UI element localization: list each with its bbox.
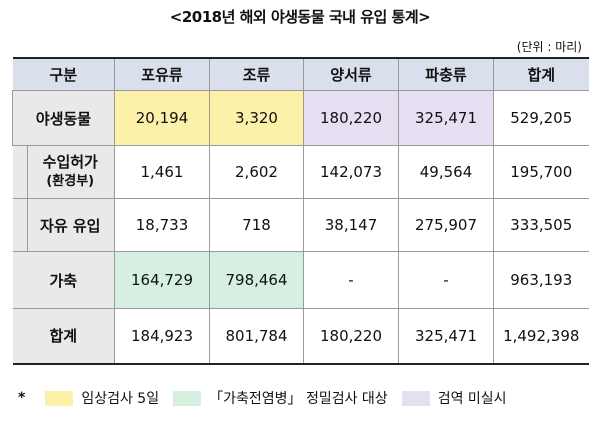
table-row-total: 합계 184,923 801,784 180,220 325,471 1,492… xyxy=(12,308,589,364)
unit-label: (단위 : 마리) xyxy=(516,40,582,54)
cell-free-birds: 718 xyxy=(209,198,304,252)
row-label-wildlife: 야생동물 xyxy=(12,90,115,146)
row-label-import: 수입허가 xyxy=(42,153,98,171)
cell-import-reptiles: 49,564 xyxy=(398,145,494,199)
header-reptiles: 파충류 xyxy=(398,57,494,91)
cell-livestock-birds: 798,464 xyxy=(209,251,304,309)
row-label-free: 자유 유입 xyxy=(40,216,101,235)
row-label-import-cell: 수입허가 (환경부) xyxy=(12,145,115,199)
cell-total-grand: 1,492,398 xyxy=(493,308,589,364)
header-row: 구분 포유류 조류 양서류 파충류 합계 xyxy=(12,57,589,91)
cell-import-total: 195,700 xyxy=(493,145,589,199)
row-label-free-cell: 자유 유입 xyxy=(12,198,115,252)
cell-free-total: 333,505 xyxy=(493,198,589,252)
header-amphibians: 양서류 xyxy=(303,57,399,91)
cell-wildlife-mammals: 20,194 xyxy=(114,90,210,146)
wildlife-import-table: 구분 포유류 조류 양서류 파충류 합계 야생동물 20,194 3,320 1… xyxy=(12,57,589,365)
row-label-total: 합계 xyxy=(12,308,115,364)
legend-label-no-quarantine: 검역 미실시 xyxy=(437,391,507,407)
cell-total-birds: 801,784 xyxy=(209,308,304,364)
legend-label-inspection: 「가축전염병」 정밀검사 대상 xyxy=(209,391,388,407)
table-title: <2018년 해외 야생동물 국내 유입 통계> xyxy=(169,8,431,26)
cell-free-amphibians: 38,147 xyxy=(303,198,399,252)
cell-livestock-amphibians: - xyxy=(303,251,399,309)
legend-swatch-clinical xyxy=(45,390,74,406)
table-row-wildlife: 야생동물 20,194 3,320 180,220 325,471 529,20… xyxy=(12,90,589,146)
header-mammals: 포유류 xyxy=(114,57,210,91)
row-label-import-note: (환경부) xyxy=(46,174,95,189)
header-birds: 조류 xyxy=(209,57,304,91)
cell-livestock-reptiles: - xyxy=(398,251,494,309)
cell-total-reptiles: 325,471 xyxy=(398,308,494,364)
row-label-livestock: 가축 xyxy=(12,251,115,309)
table-row-import: 수입허가 (환경부) 1,461 2,602 142,073 49,564 19… xyxy=(12,145,589,199)
cell-free-mammals: 18,733 xyxy=(114,198,210,252)
cell-wildlife-total: 529,205 xyxy=(493,90,589,146)
cell-free-reptiles: 275,907 xyxy=(398,198,494,252)
cell-total-mammals: 184,923 xyxy=(114,308,210,364)
cell-total-amphibians: 180,220 xyxy=(303,308,399,364)
cell-livestock-total: 963,193 xyxy=(493,251,589,309)
cell-wildlife-birds: 3,320 xyxy=(209,90,304,146)
cell-import-mammals: 1,461 xyxy=(114,145,210,199)
cell-wildlife-reptiles: 325,471 xyxy=(398,90,494,146)
cell-wildlife-amphibians: 180,220 xyxy=(303,90,399,146)
legend-label-clinical: 임상검사 5일 xyxy=(81,391,160,407)
legend: * 임상검사 5일 「가축전염병」 정밀검사 대상 검역 미실시 xyxy=(18,388,507,408)
legend-swatch-inspection xyxy=(173,390,202,406)
legend-marker: * xyxy=(18,390,26,406)
cell-livestock-mammals: 164,729 xyxy=(114,251,210,309)
header-total: 합계 xyxy=(493,57,589,91)
legend-swatch-no-quarantine xyxy=(401,390,430,406)
cell-import-birds: 2,602 xyxy=(209,145,304,199)
header-category: 구분 xyxy=(12,57,115,91)
table-row-free: 자유 유입 18,733 718 38,147 275,907 333,505 xyxy=(12,198,589,252)
cell-import-amphibians: 142,073 xyxy=(303,145,399,199)
table-row-livestock: 가축 164,729 798,464 - - 963,193 xyxy=(12,251,589,309)
